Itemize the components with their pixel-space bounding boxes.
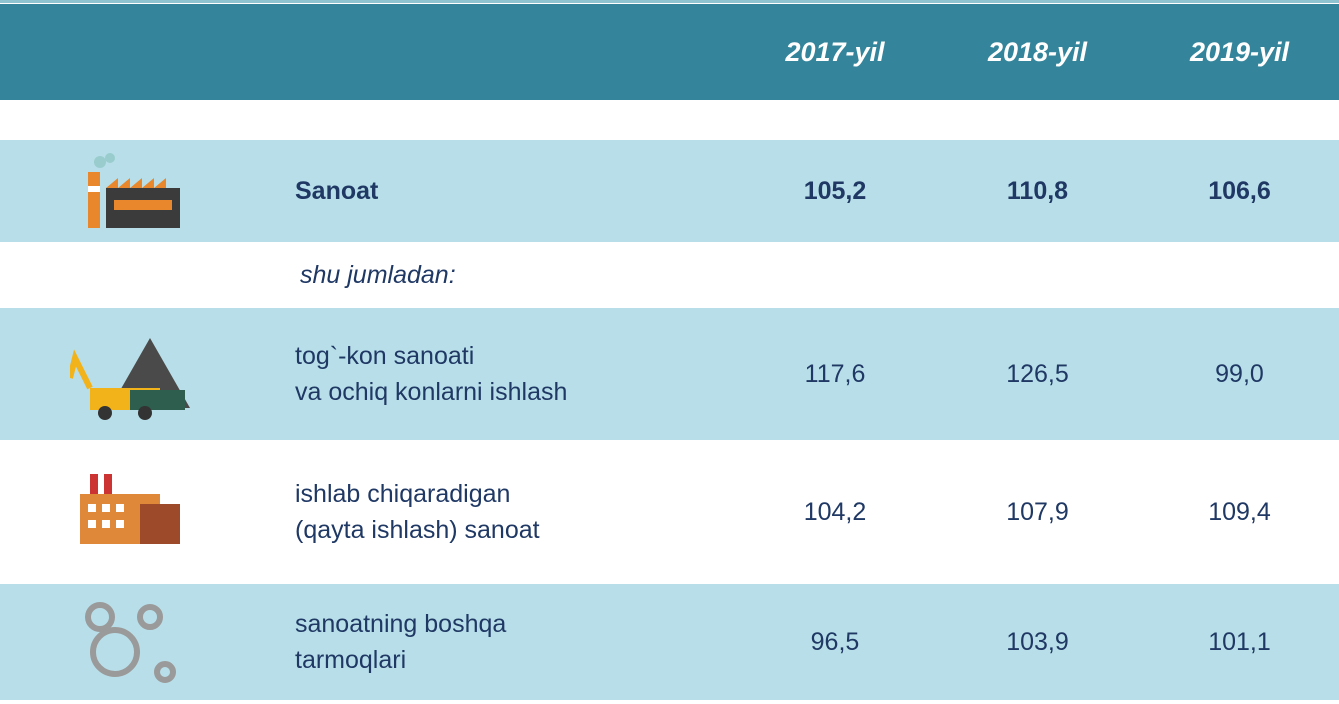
- subheading: shu jumladan:: [300, 244, 700, 306]
- factory-icon: [70, 150, 200, 234]
- value-cell: 104,2: [735, 444, 935, 580]
- top-rule: [0, 0, 1339, 3]
- label-line: sanoatning boshqa: [295, 606, 506, 642]
- value-cell: 110,8: [935, 140, 1140, 242]
- column-header: 2018-yil: [935, 4, 1140, 100]
- value-cell: 96,5: [735, 584, 935, 700]
- label-line: tarmoqlari: [295, 642, 406, 678]
- label-line: va ochiq konlarni ishlash: [295, 374, 567, 410]
- row-label: Sanoat: [295, 140, 715, 242]
- page: (() => { const data = JSON.parse(documen…: [0, 0, 1339, 704]
- row-label: ishlab chiqaradigan(qayta ishlash) sanoa…: [295, 444, 725, 580]
- value-cell: 126,5: [935, 308, 1140, 440]
- mining-icon: [70, 318, 200, 430]
- value-cell: 99,0: [1140, 308, 1339, 440]
- column-header: 2019-yil: [1140, 4, 1339, 100]
- value-cell: 105,2: [735, 140, 935, 242]
- value-cell: 106,6: [1140, 140, 1339, 242]
- value-cell: 103,9: [935, 584, 1140, 700]
- value-cell: 107,9: [935, 444, 1140, 580]
- value-cell: 101,1: [1140, 584, 1339, 700]
- gears-icon: [70, 592, 200, 692]
- value-cell: 117,6: [735, 308, 935, 440]
- label-line: tog`-kon sanoati: [295, 338, 474, 374]
- label-line: ishlab chiqaradigan: [295, 476, 510, 512]
- label-line: (qayta ishlash) sanoat: [295, 512, 540, 548]
- manufacturing-icon: [70, 454, 200, 570]
- value-cell: 109,4: [1140, 444, 1339, 580]
- column-header: 2017-yil: [735, 4, 935, 100]
